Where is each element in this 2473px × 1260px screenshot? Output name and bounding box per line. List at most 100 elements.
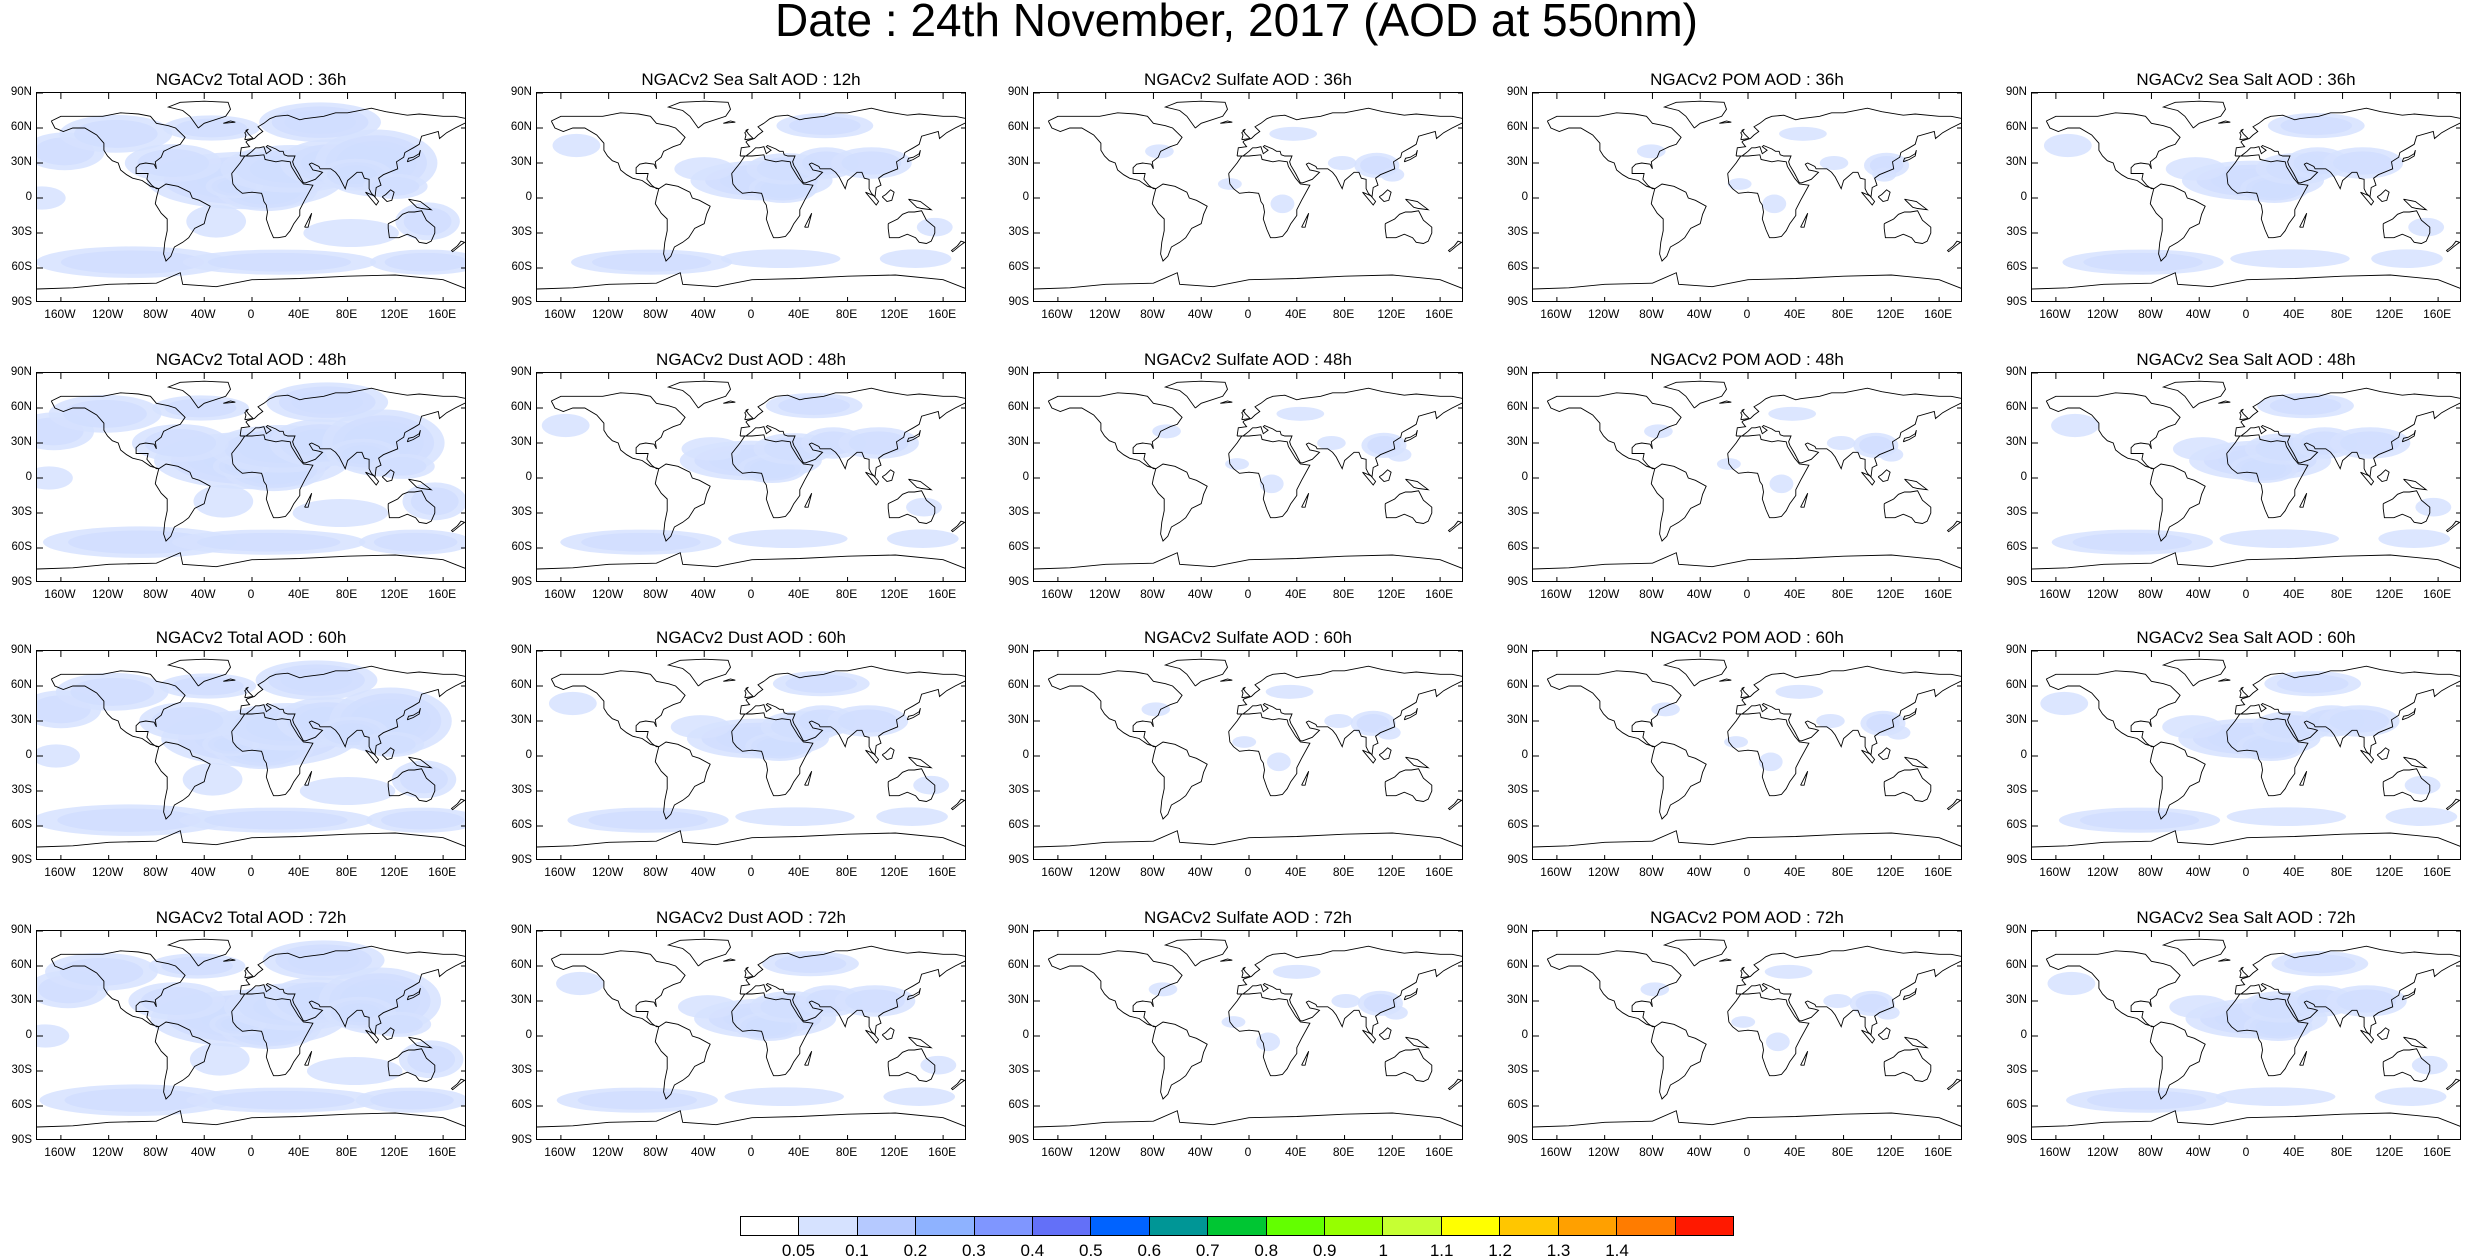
coastline bbox=[304, 492, 313, 508]
lon-label: 160W bbox=[2039, 865, 2071, 879]
aod-plume bbox=[1879, 447, 1904, 462]
aod-plume bbox=[1324, 714, 1353, 728]
coastline bbox=[1047, 950, 1183, 1028]
coastline bbox=[1241, 128, 1252, 141]
lat-label: 30S bbox=[2006, 226, 2027, 238]
panel-title: NGACv2 Sea Salt AOD : 48h bbox=[2136, 350, 2356, 369]
aod-plume bbox=[42, 526, 237, 558]
lon-label: 160W bbox=[2039, 307, 2071, 321]
aod-map-svg bbox=[37, 93, 465, 301]
lon-label: 160W bbox=[1041, 307, 1073, 321]
lon-label: 160E bbox=[1924, 865, 1953, 879]
lon-label: 80E bbox=[835, 307, 858, 321]
aod-plume bbox=[179, 807, 373, 833]
world-map bbox=[36, 650, 466, 860]
lon-label: 80E bbox=[835, 865, 858, 879]
lon-label: 120W bbox=[1088, 865, 1121, 879]
aod-plume bbox=[1758, 752, 1783, 772]
coastline bbox=[387, 768, 436, 802]
aod-plume bbox=[2162, 715, 2222, 739]
coastline bbox=[2161, 100, 2226, 129]
coastline bbox=[654, 183, 711, 262]
lon-label: 80E bbox=[835, 587, 858, 601]
lon-label: 120W bbox=[591, 865, 624, 879]
lon-label: 160W bbox=[1540, 865, 1572, 879]
coastline bbox=[2360, 191, 2375, 206]
aod-plume bbox=[1886, 725, 1911, 740]
aod-plume bbox=[152, 395, 250, 421]
lon-label: 80W bbox=[643, 587, 668, 601]
coastline bbox=[1800, 770, 1809, 786]
aod-map-svg bbox=[1533, 651, 1961, 859]
lat-label: 30N bbox=[10, 994, 32, 1006]
coastline bbox=[387, 1048, 436, 1082]
lat-label: 60N bbox=[1506, 959, 1528, 971]
lat-label: 30N bbox=[1007, 994, 1029, 1006]
lon-label: 120W bbox=[2086, 307, 2119, 321]
coastline bbox=[1662, 380, 1727, 409]
aod-plume bbox=[2226, 807, 2347, 826]
lon-label: 40E bbox=[288, 307, 310, 321]
lat-label: 90S bbox=[511, 854, 532, 866]
coastline bbox=[166, 380, 231, 409]
lat-label: 60S bbox=[11, 541, 32, 553]
coastline bbox=[1301, 212, 1310, 228]
coastline bbox=[1533, 552, 1961, 570]
coastline bbox=[2226, 154, 2309, 239]
coastline bbox=[381, 469, 395, 482]
coastline bbox=[1735, 945, 1961, 1036]
lat-label: 60S bbox=[1507, 541, 1528, 553]
coastline bbox=[2226, 434, 2309, 519]
lon-label: 120W bbox=[2086, 587, 2119, 601]
aod-plume bbox=[1145, 144, 1174, 159]
lon-label: 80E bbox=[335, 865, 358, 879]
aod-plume bbox=[1779, 126, 1827, 141]
coastline bbox=[1362, 749, 1377, 764]
coastline bbox=[1236, 665, 1462, 756]
coastline bbox=[1650, 741, 1707, 820]
colorbar-swatch bbox=[741, 1217, 800, 1235]
coastline bbox=[1220, 678, 1233, 682]
coastline bbox=[1546, 950, 1682, 1028]
aod-plume bbox=[259, 102, 381, 142]
lat-label: 0 bbox=[1022, 749, 1029, 761]
aod-plume bbox=[2264, 671, 2362, 697]
lon-label: 120W bbox=[591, 1145, 624, 1159]
lat-label: 90N bbox=[2005, 366, 2027, 378]
coastline bbox=[231, 992, 314, 1077]
lat-label: 30S bbox=[1008, 784, 1029, 796]
lat-label: 60N bbox=[510, 121, 532, 133]
aod-plume bbox=[2219, 529, 2339, 548]
coastline bbox=[37, 830, 465, 848]
lon-label: 40W bbox=[1187, 865, 1213, 879]
aod-plume bbox=[163, 115, 260, 141]
lon-label: 0 bbox=[1244, 307, 1252, 321]
coastline bbox=[2226, 712, 2309, 797]
lon-label: 0 bbox=[247, 865, 255, 879]
coastline bbox=[408, 756, 433, 769]
aod-plume bbox=[370, 453, 435, 479]
coastline bbox=[950, 240, 965, 253]
lon-label: 160E bbox=[2423, 865, 2452, 879]
coastline bbox=[387, 210, 436, 244]
lat-label: 90S bbox=[1008, 296, 1029, 308]
coastline bbox=[654, 741, 711, 820]
aod-plume bbox=[1148, 982, 1178, 997]
colorbar-label: 0.7 bbox=[1195, 1241, 1220, 1260]
colorbar-label: 0.4 bbox=[1020, 1241, 1045, 1260]
coastline bbox=[908, 1036, 933, 1049]
coastline bbox=[1403, 430, 1418, 443]
coastline bbox=[1861, 471, 1876, 486]
aod-map-svg bbox=[1034, 931, 1462, 1139]
colorbar-label: 0.3 bbox=[962, 1241, 986, 1260]
lon-label: 80W bbox=[1639, 587, 1664, 601]
coastline bbox=[2218, 120, 2231, 124]
lon-label: 120E bbox=[880, 307, 909, 321]
coastline bbox=[381, 189, 395, 202]
coastline bbox=[1034, 830, 1462, 848]
coastline bbox=[744, 686, 755, 699]
lon-label: 160W bbox=[1041, 587, 1073, 601]
lat-label: 90S bbox=[511, 576, 532, 588]
coastline bbox=[1946, 520, 1961, 533]
aod-plume bbox=[556, 971, 604, 996]
